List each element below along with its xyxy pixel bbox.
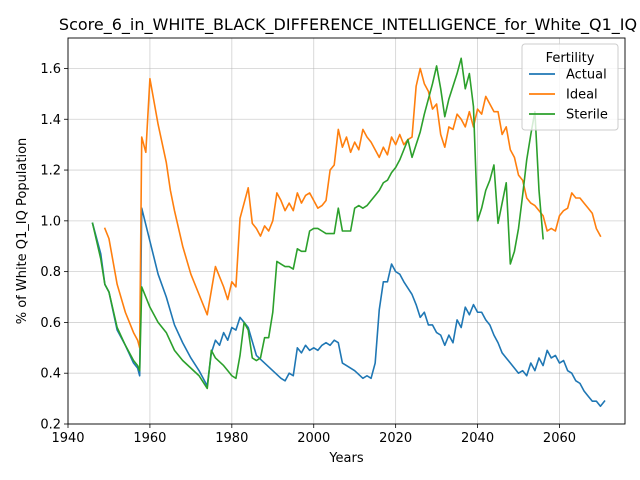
x-tick-label: 2020: [379, 431, 412, 446]
legend-label-sterile: Sterile: [566, 108, 608, 123]
y-tick-label: 1.2: [40, 164, 61, 179]
series-line-actual: [91, 207, 606, 408]
legend: Fertility Actual Ideal Sterile: [521, 43, 619, 131]
x-tick-label: 2040: [461, 431, 494, 446]
y-tick-label: 1.0: [40, 214, 61, 229]
x-tick-label: 1940: [51, 431, 84, 446]
x-tick-label: 1960: [133, 431, 166, 446]
series-line-ideal: [103, 67, 602, 349]
x-tick-label: 2000: [297, 431, 330, 446]
series-layer: [91, 57, 606, 408]
plot-frame: [67, 37, 626, 425]
y-tick-label: 0.4: [40, 367, 61, 382]
y-tick-label: 0.6: [40, 316, 61, 331]
legend-title: Fertility: [546, 51, 595, 66]
series-line-sterile: [91, 57, 544, 390]
y-tick-label: 1.4: [40, 113, 61, 128]
y-tick-label: 0.8: [40, 265, 61, 280]
y-axis-label: % of White Q1_IQ Population: [15, 138, 30, 325]
y-axis: 0.2 0.4 0.6 0.8 1.0 1.2 1.4 1.6: [40, 62, 68, 433]
x-axis-label: Years: [328, 451, 364, 466]
x-axis: 1940 1960 1980 2000 2020 2040 2060: [51, 424, 576, 446]
y-tick-label: 0.2: [40, 418, 61, 433]
legend-label-actual: Actual: [566, 68, 607, 83]
x-tick-label: 2060: [543, 431, 576, 446]
chart-title: Score_6_in_WHITE_BLACK_DIFFERENCE_INTELL…: [59, 15, 637, 35]
x-tick-label: 1980: [215, 431, 248, 446]
legend-box: [521, 43, 619, 131]
legend-label-ideal: Ideal: [566, 88, 598, 103]
legend-entries: Actual Ideal Sterile: [529, 68, 608, 123]
y-tick-label: 1.6: [40, 62, 61, 77]
